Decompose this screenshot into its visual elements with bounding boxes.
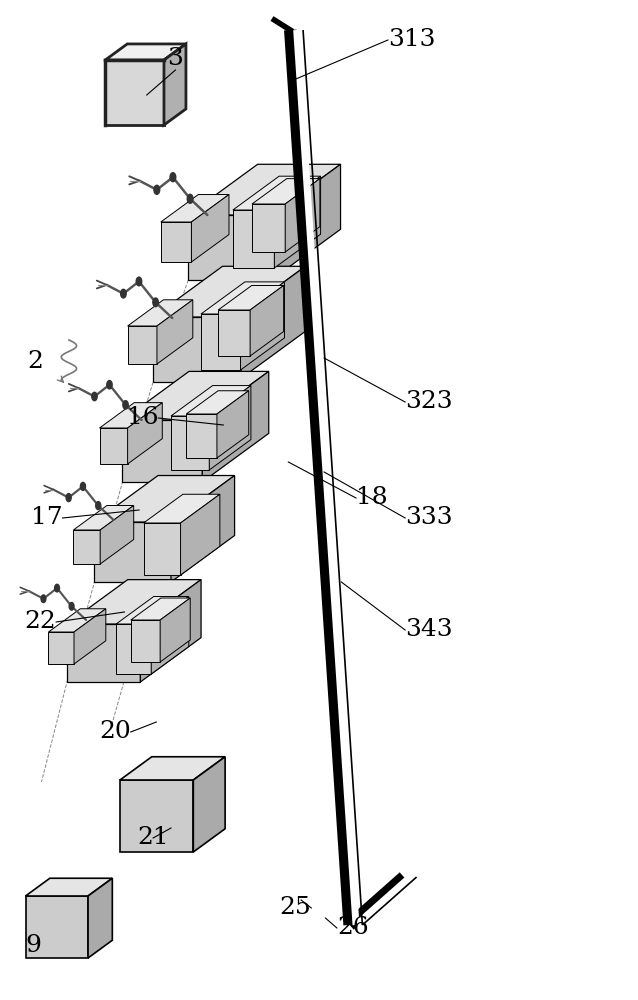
Text: 343: 343 <box>405 618 453 642</box>
Polygon shape <box>100 505 134 564</box>
Text: 16: 16 <box>126 406 158 430</box>
Circle shape <box>170 173 176 182</box>
Polygon shape <box>122 420 202 482</box>
Polygon shape <box>271 164 341 280</box>
Polygon shape <box>233 210 274 268</box>
Polygon shape <box>67 624 140 682</box>
Polygon shape <box>151 597 189 674</box>
Polygon shape <box>218 310 250 356</box>
Polygon shape <box>285 179 320 252</box>
Polygon shape <box>201 314 241 370</box>
Polygon shape <box>140 580 201 682</box>
Polygon shape <box>48 632 74 664</box>
Circle shape <box>153 298 158 307</box>
Text: 17: 17 <box>31 506 63 530</box>
Circle shape <box>55 584 59 592</box>
Polygon shape <box>161 195 229 222</box>
Polygon shape <box>217 391 249 458</box>
Polygon shape <box>250 285 284 356</box>
Text: 26: 26 <box>337 916 369 940</box>
Circle shape <box>121 289 126 298</box>
Polygon shape <box>202 371 269 482</box>
Polygon shape <box>171 386 251 416</box>
Polygon shape <box>116 624 151 674</box>
Polygon shape <box>233 176 321 210</box>
Polygon shape <box>274 176 321 268</box>
Circle shape <box>66 494 71 502</box>
Polygon shape <box>153 266 306 317</box>
Polygon shape <box>128 403 162 464</box>
Polygon shape <box>188 164 341 215</box>
Circle shape <box>107 381 112 389</box>
Polygon shape <box>161 222 191 262</box>
Text: 3: 3 <box>168 47 183 70</box>
Polygon shape <box>153 317 236 382</box>
Circle shape <box>154 185 160 194</box>
Polygon shape <box>164 44 186 125</box>
Polygon shape <box>157 300 193 364</box>
Text: 9: 9 <box>26 934 41 956</box>
Polygon shape <box>201 282 285 314</box>
Polygon shape <box>94 522 171 582</box>
Polygon shape <box>100 428 128 464</box>
Text: 21: 21 <box>137 826 169 850</box>
Polygon shape <box>209 386 251 470</box>
Polygon shape <box>120 780 193 852</box>
Polygon shape <box>73 530 100 564</box>
Polygon shape <box>128 300 193 326</box>
Circle shape <box>96 502 101 510</box>
Polygon shape <box>188 215 271 280</box>
Circle shape <box>69 603 74 610</box>
Polygon shape <box>100 403 162 428</box>
Polygon shape <box>193 757 225 852</box>
Polygon shape <box>73 505 134 530</box>
Text: 323: 323 <box>405 390 453 414</box>
Polygon shape <box>131 620 160 662</box>
Polygon shape <box>144 523 181 575</box>
Polygon shape <box>122 371 269 420</box>
Polygon shape <box>131 598 190 620</box>
Polygon shape <box>48 609 106 632</box>
Circle shape <box>123 401 128 409</box>
Text: 333: 333 <box>405 506 453 530</box>
Text: 313: 313 <box>388 28 435 51</box>
Polygon shape <box>120 757 225 780</box>
Text: 20: 20 <box>99 720 131 744</box>
Polygon shape <box>218 285 284 310</box>
Polygon shape <box>67 580 201 624</box>
Polygon shape <box>116 597 189 624</box>
Text: 2: 2 <box>27 351 43 373</box>
Polygon shape <box>26 878 112 896</box>
Polygon shape <box>252 204 285 252</box>
Polygon shape <box>171 416 209 470</box>
Text: 25: 25 <box>279 896 311 920</box>
Polygon shape <box>160 598 190 662</box>
Polygon shape <box>191 195 229 262</box>
Polygon shape <box>128 326 157 364</box>
Polygon shape <box>94 476 235 522</box>
Polygon shape <box>241 282 285 370</box>
Text: 22: 22 <box>24 610 56 634</box>
Circle shape <box>188 194 193 203</box>
Polygon shape <box>171 476 235 582</box>
Text: 18: 18 <box>356 487 388 510</box>
Polygon shape <box>186 391 249 414</box>
Polygon shape <box>186 414 217 458</box>
Circle shape <box>80 482 85 490</box>
Circle shape <box>136 277 142 286</box>
Polygon shape <box>26 896 88 958</box>
Polygon shape <box>88 878 112 958</box>
Polygon shape <box>144 494 220 523</box>
Polygon shape <box>105 44 186 60</box>
Circle shape <box>92 392 97 401</box>
Polygon shape <box>74 609 106 664</box>
Polygon shape <box>105 60 164 125</box>
Polygon shape <box>181 494 220 575</box>
Polygon shape <box>252 179 320 204</box>
Polygon shape <box>236 266 306 382</box>
Circle shape <box>41 595 46 603</box>
